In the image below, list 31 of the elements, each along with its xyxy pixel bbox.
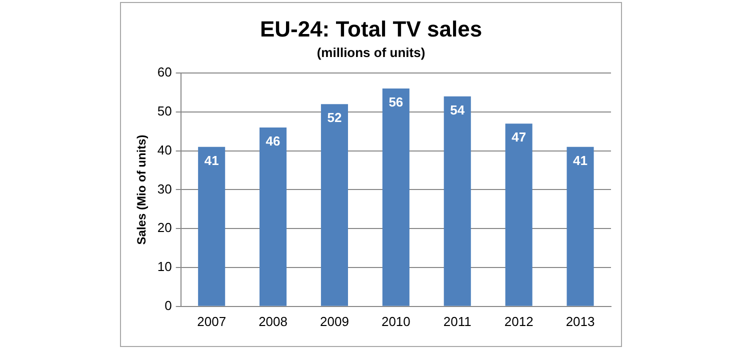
x-tick-label: 2009 [320,314,349,329]
data-label: 41 [204,152,219,168]
bar [382,88,410,306]
chart-subtitle: (millions of units) [316,44,426,60]
x-tick-label: 2011 [443,314,472,329]
data-label: 56 [388,94,404,110]
x-tick-label: 2013 [566,314,595,329]
bar [505,124,532,306]
bar [260,127,287,306]
y-tick-label: 60 [157,64,172,80]
x-tick-label: 2010 [381,314,410,329]
bar [198,146,226,306]
data-label: 54 [450,102,466,118]
y-tick-label: 10 [157,259,172,274]
x-tick-label: 2007 [197,314,226,329]
chart-title: EU-24: Total TV sales [260,16,482,42]
y-tick-label: 20 [157,220,172,236]
bar [566,146,594,306]
data-label: 46 [266,134,280,149]
y-tick-label: 40 [157,142,172,158]
data-label: 41 [573,152,588,168]
x-tick-label: 2008 [258,314,288,329]
y-tick-label: 50 [157,103,172,118]
bar [320,104,348,306]
x-tick-label: 2012 [504,314,534,329]
y-tick-label: 0 [164,298,172,313]
data-label: 47 [512,130,526,145]
data-label: 52 [327,110,342,126]
y-axis-title: Sales (Mio of units) [134,134,149,245]
y-tick-label: 30 [157,181,172,196]
bar [444,96,471,306]
